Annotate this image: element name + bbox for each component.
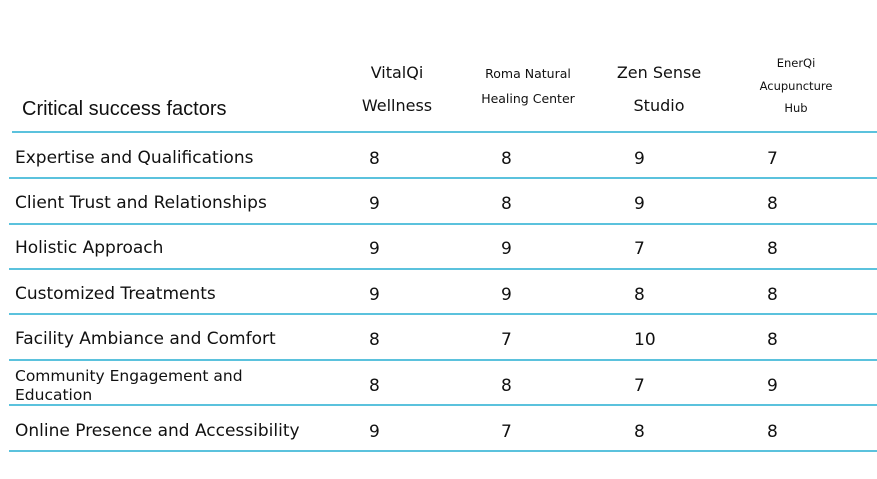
score-cell: 8: [767, 421, 778, 442]
row-divider: [9, 223, 877, 225]
factor-label: Community Engagement and Education: [15, 366, 243, 404]
factor-label: Online Presence and Accessibility: [15, 421, 300, 441]
column-header-line: EnerQi: [776, 56, 816, 70]
score-cell: 9: [369, 238, 380, 259]
score-cell: 9: [369, 421, 380, 442]
score-cell: 9: [634, 193, 645, 214]
row-divider: [9, 177, 877, 179]
score-cell: 9: [501, 238, 512, 259]
column-header-line: Hub: [784, 101, 808, 115]
factor-label: Expertise and Qualifications: [15, 148, 254, 168]
score-cell: 8: [767, 238, 778, 259]
score-cell: 7: [634, 375, 645, 396]
score-cell: 9: [369, 193, 380, 214]
score-cell: 8: [767, 329, 778, 350]
score-cell: 8: [767, 193, 778, 214]
column-header-vitalqi: VitalQi Wellness: [347, 56, 447, 122]
table-row: Expertise and Qualifications 8 8 9 7: [0, 136, 877, 181]
score-cell: 8: [634, 421, 645, 442]
column-header-line: Wellness: [361, 96, 433, 115]
column-header-line: Zen Sense: [616, 63, 702, 82]
column-header-line: Studio: [633, 96, 685, 115]
factor-label: Client Trust and Relationships: [15, 193, 267, 213]
table-row: Client Trust and Relationships 9 8 9 8: [0, 181, 877, 226]
score-cell: 10: [634, 329, 656, 350]
column-header-line: VitalQi: [370, 63, 424, 82]
row-divider: [9, 404, 877, 406]
row-divider: [9, 313, 877, 315]
score-cell: 7: [501, 421, 512, 442]
table-title: Critical success factors: [22, 98, 227, 120]
factor-label: Holistic Approach: [15, 238, 164, 258]
column-header-enerqi: EnerQi Acupuncture Hub: [748, 52, 844, 120]
column-header-line: Healing Center: [481, 91, 575, 106]
score-cell: 7: [501, 329, 512, 350]
column-header-line: Acupuncture: [759, 78, 833, 93]
score-cell: 7: [767, 148, 778, 169]
table-row: Facility Ambiance and Comfort 8 7 10 8: [0, 317, 877, 362]
table-row: Online Presence and Accessibility 9 7 8 …: [0, 409, 877, 454]
score-cell: 8: [634, 284, 645, 305]
score-cell: 8: [767, 284, 778, 305]
column-header-roma: Roma Natural Healing Center: [472, 61, 584, 111]
row-divider: [9, 450, 877, 452]
score-cell: 8: [369, 375, 380, 396]
score-cell: 9: [634, 148, 645, 169]
table-row: Customized Treatments 9 9 8 8: [0, 272, 877, 317]
factor-label: Facility Ambiance and Comfort: [15, 329, 276, 349]
score-cell: 8: [501, 193, 512, 214]
table-row: Community Engagement and Education 8 8 7…: [0, 363, 877, 408]
table-row: Holistic Approach 9 9 7 8: [0, 226, 877, 271]
score-cell: 8: [501, 148, 512, 169]
row-divider: [9, 268, 877, 270]
score-cell: 9: [767, 375, 778, 396]
factor-label: Customized Treatments: [15, 284, 216, 304]
column-header-zen-sense: Zen Sense Studio: [604, 56, 714, 122]
score-cell: 8: [501, 375, 512, 396]
row-divider: [9, 359, 877, 361]
score-cell: 8: [369, 148, 380, 169]
score-cell: 8: [369, 329, 380, 350]
score-cell: 7: [634, 238, 645, 259]
header-divider: [12, 131, 877, 133]
score-cell: 9: [501, 284, 512, 305]
column-header-line: Roma Natural: [485, 66, 571, 81]
score-cell: 9: [369, 284, 380, 305]
